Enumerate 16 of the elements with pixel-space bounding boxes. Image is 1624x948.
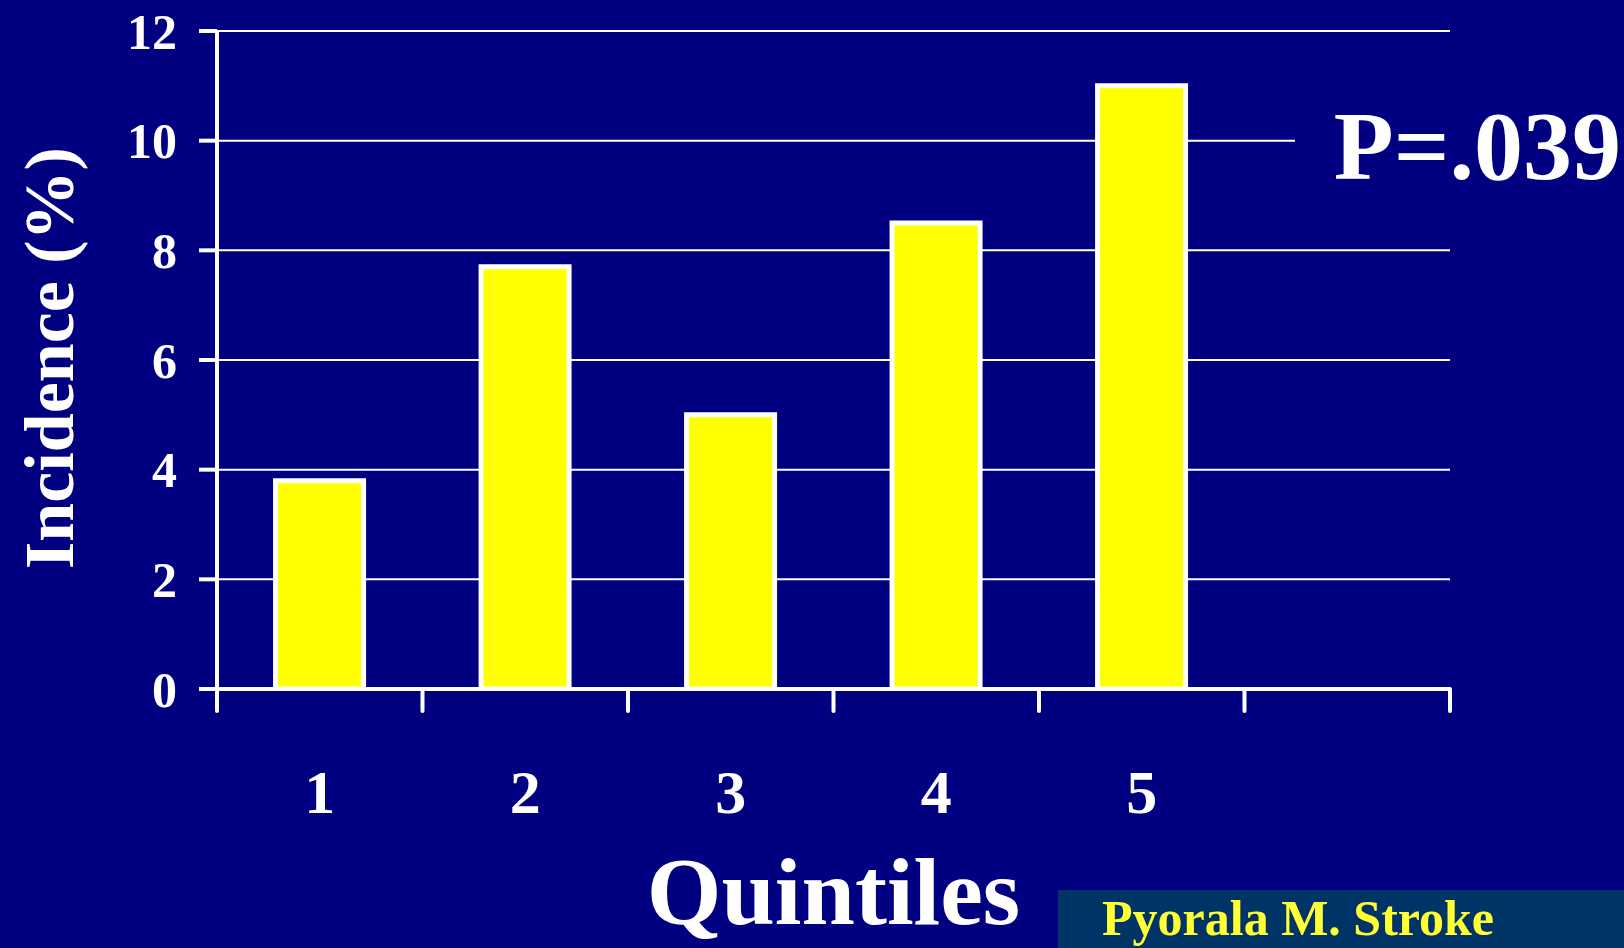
y-tick-label: 0 — [152, 661, 177, 718]
x-tick-label: 3 — [715, 758, 747, 826]
y-axis-title: Incidence (%) — [10, 147, 89, 569]
x-tick-label: 1 — [304, 758, 336, 826]
y-tick-label: 10 — [127, 113, 177, 170]
x-axis-title: Quintiles — [646, 838, 1021, 945]
y-tick-label: 6 — [152, 332, 177, 389]
x-tick-label: 5 — [1126, 758, 1158, 826]
text: Pyorala M. Stroke — [1102, 890, 1495, 946]
y-tick-label: 12 — [127, 3, 177, 60]
x-tick-label: 4 — [920, 758, 952, 826]
y-tick-label: 4 — [152, 442, 177, 499]
y-tick-label: 8 — [152, 223, 177, 280]
y-tick-label: 2 — [152, 552, 177, 609]
annotation: P=.039 — [1333, 92, 1621, 200]
x-tick-label: 2 — [509, 758, 541, 826]
